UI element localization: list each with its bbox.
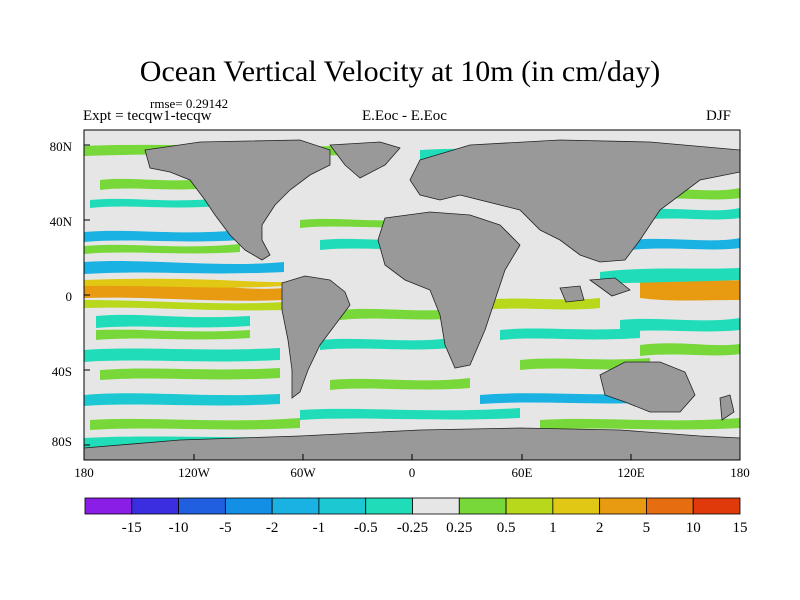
colorbar-tick-label: 1	[549, 520, 557, 536]
lat-tick-label: 80N	[49, 139, 72, 154]
map-title: Ocean Vertical Velocity at 10m (in cm/da…	[139, 55, 661, 88]
colorbar-swatch	[412, 497, 460, 515]
lat-tick-label: 0	[65, 289, 73, 304]
lon-tick-label: 120W	[178, 465, 210, 480]
lat-tick-label: 40N	[49, 214, 72, 229]
colorbar-swatch	[84, 497, 133, 515]
colorbar-tick-label: 15	[732, 520, 748, 536]
colorbar-tick-label: -1	[312, 520, 326, 536]
colorbar-swatch	[224, 497, 273, 515]
eurasia	[409, 139, 740, 263]
colorbar-tick-label: 0.5	[496, 520, 516, 536]
north-america	[144, 139, 331, 261]
south-america	[281, 275, 351, 399]
colorbar-swatch	[271, 497, 320, 515]
colorbar-swatch	[599, 497, 647, 515]
colorbar	[84, 497, 741, 515]
colorbar-swatch	[692, 497, 741, 515]
variable-label: E.Eoc - E.Eoc	[362, 108, 447, 124]
colorbar-tick-label: 5	[642, 520, 651, 536]
colorbar-swatch	[131, 497, 179, 515]
colorbar-tick-label: -15	[121, 520, 142, 536]
colorbar-swatch	[365, 497, 413, 515]
colorbar-swatch	[318, 497, 367, 515]
colorbar-tick-label: -10	[168, 520, 189, 536]
lon-tick-label: 0	[408, 465, 416, 480]
lon-tick-label: 180	[74, 465, 94, 480]
season-label: DJF	[706, 108, 732, 124]
axis-ticks	[84, 144, 632, 460]
lon-tick-label: 60E	[511, 465, 533, 480]
colorbar-tick-label: 0.25	[446, 520, 473, 536]
colorbar-swatch	[458, 497, 507, 515]
land-masses	[84, 139, 740, 460]
colorbar-swatch	[646, 497, 694, 515]
colorbar-tick-label: 10	[685, 520, 701, 536]
experiment-label: Expt = tecqw1-tecqw	[83, 108, 212, 124]
colorbar-swatch	[178, 497, 226, 515]
greenland	[329, 141, 401, 179]
rmse-label: rmse= 0.29142	[150, 96, 229, 111]
colorbar-tick-label: -0.25	[396, 520, 429, 536]
lon-tick-label: 60W	[290, 465, 316, 480]
colorbar-tick-label: -2	[265, 520, 279, 536]
colorbar-swatch	[505, 497, 554, 515]
colorbar-swatch	[552, 497, 601, 515]
australia	[599, 361, 696, 413]
velocity-contours	[84, 144, 740, 448]
colorbar-tick-label: 2	[595, 520, 604, 536]
lat-tick-label: 80S	[51, 434, 72, 449]
lon-tick-label: 180	[730, 465, 750, 480]
lat-tick-label: 40S	[51, 364, 72, 379]
maritime-islands	[559, 277, 631, 303]
africa	[377, 211, 521, 369]
antarctica	[84, 427, 740, 460]
colorbar-tick-label: -0.5	[353, 520, 378, 536]
new-zealand	[719, 394, 735, 421]
colorbar-tick-label: -5	[219, 520, 232, 536]
lon-tick-label: 120E	[617, 465, 645, 480]
